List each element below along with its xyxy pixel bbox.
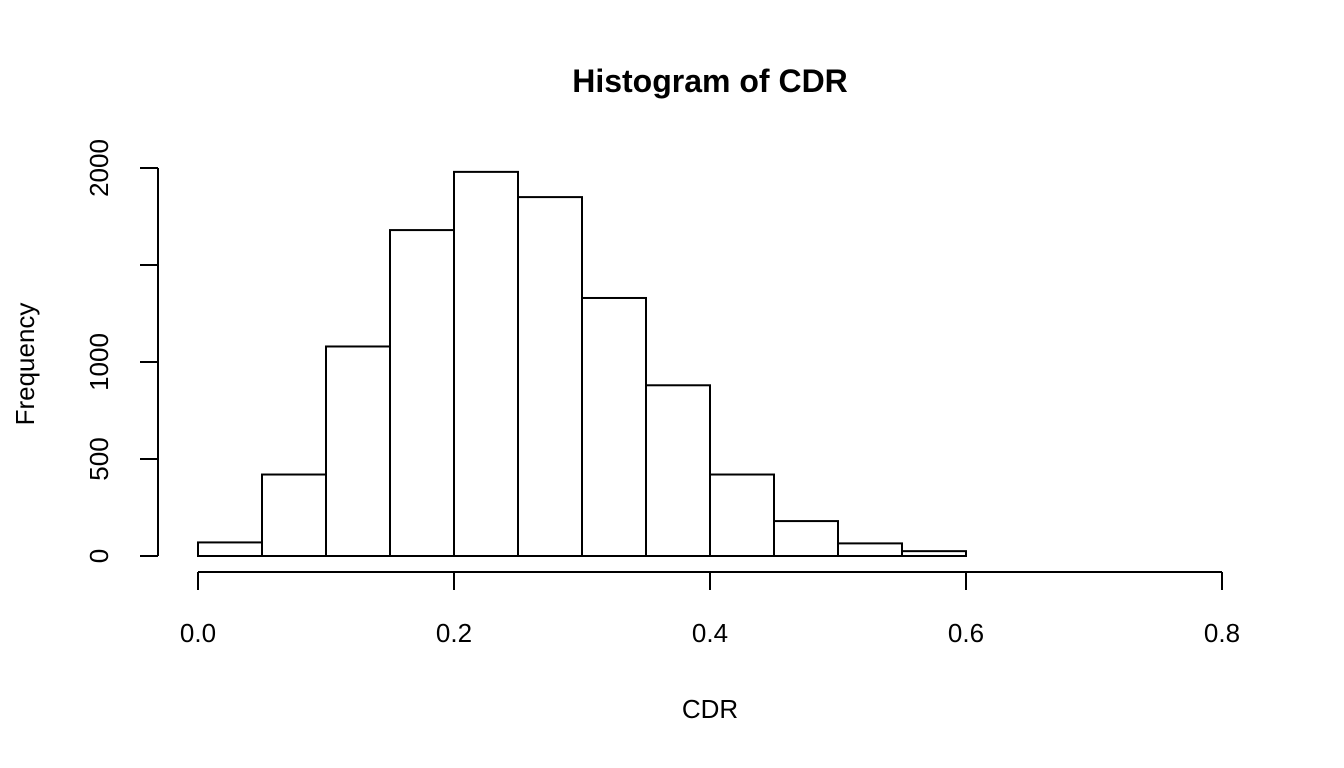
y-tick-label: 500 [84,437,114,480]
histogram-bar [261,473,327,557]
histogram-bar [453,170,519,557]
histogram-bar [517,196,583,557]
x-tick-label: 0.8 [1204,618,1240,648]
histogram-bar [773,520,839,558]
chart-title: Histogram of CDR [572,63,848,99]
histogram-bar [581,296,647,557]
y-axis-label: Frequency [10,303,40,426]
histogram-bar [197,541,263,557]
x-tick-label: 0.0 [180,618,216,648]
histogram-bar [837,542,903,558]
y-tick-label: 0 [84,549,114,563]
x-tick-label: 0.6 [948,618,984,648]
x-tick-label: 0.4 [692,618,728,648]
histogram-bar [325,345,391,558]
histogram-bar [709,473,775,557]
histogram-bar [645,384,711,557]
histogram-bar [389,229,455,558]
x-tick-label: 0.2 [436,618,472,648]
y-tick-label: 1000 [84,333,114,391]
x-axis-label: CDR [682,694,738,724]
y-axis: 0 500 1000 2000 [84,139,159,563]
histogram-bar [901,550,967,558]
y-tick-label: 2000 [84,139,114,197]
histogram-bars [197,170,967,558]
x-axis: 0.0 0.2 0.4 0.6 0.8 [180,571,1240,648]
